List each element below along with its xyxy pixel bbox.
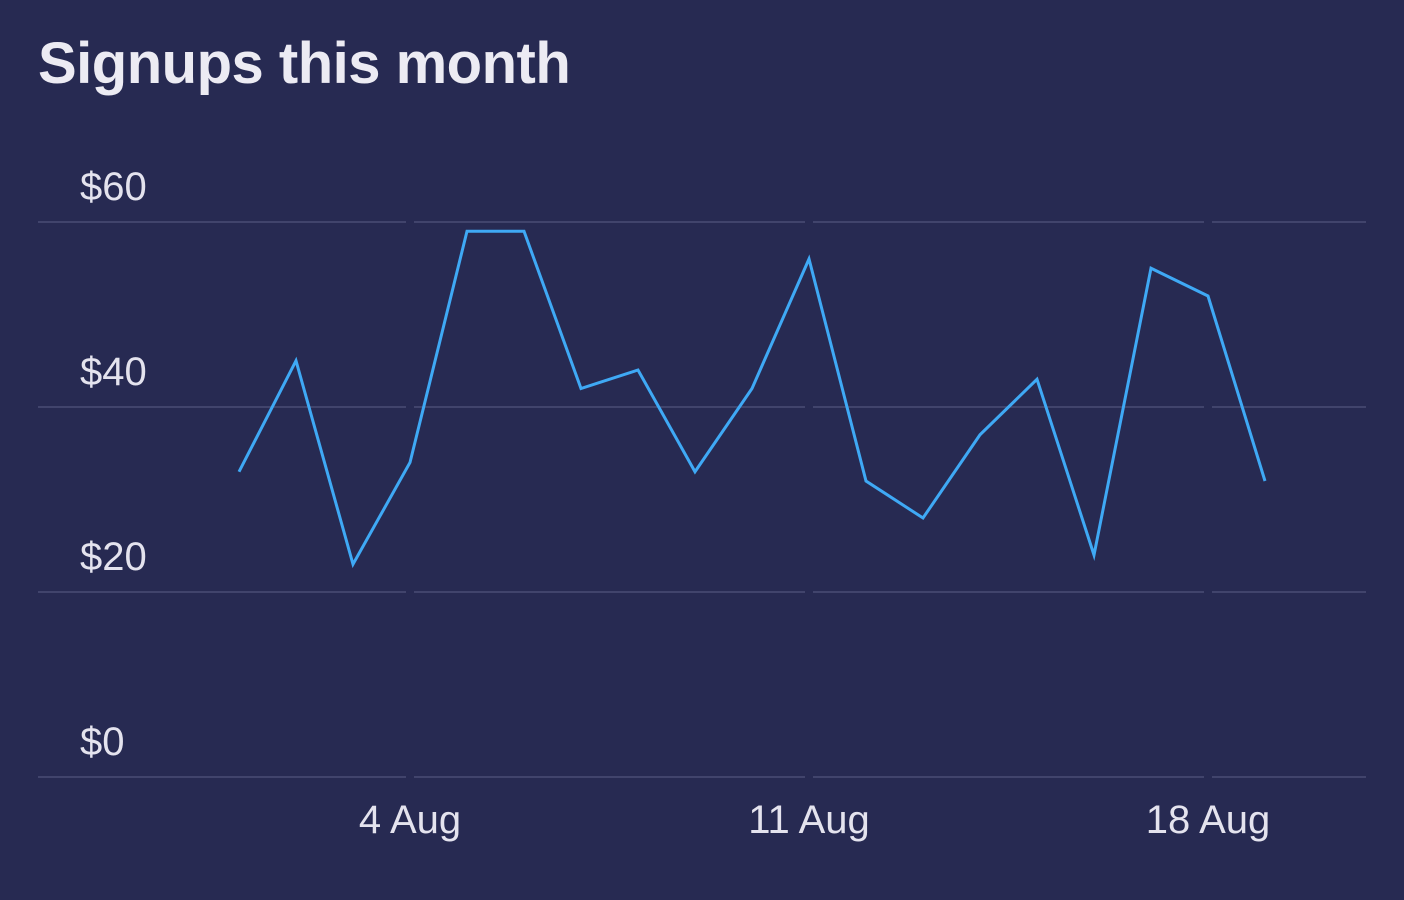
data-point bbox=[636, 368, 640, 372]
data-point bbox=[1206, 294, 1210, 298]
x-tick-label: 18 Aug bbox=[1146, 798, 1271, 842]
y-tick-label: $20 bbox=[80, 535, 147, 579]
chart-title: Signups this month bbox=[38, 31, 571, 96]
data-point bbox=[807, 257, 811, 261]
series-line bbox=[237, 229, 1267, 569]
data-point bbox=[465, 229, 469, 233]
data-point bbox=[237, 470, 241, 474]
data-point bbox=[1035, 377, 1039, 381]
x-tick-label: 4 Aug bbox=[359, 798, 461, 842]
y-tick-label: $60 bbox=[80, 165, 147, 209]
data-point bbox=[978, 433, 982, 437]
x-tick-label: 11 Aug bbox=[748, 798, 870, 842]
data-point bbox=[1149, 266, 1153, 270]
data-point bbox=[693, 470, 697, 474]
data-point bbox=[408, 461, 412, 465]
y-tick-label: $40 bbox=[80, 350, 147, 394]
y-tick-label: $0 bbox=[80, 720, 125, 764]
data-point bbox=[1263, 479, 1267, 483]
data-point bbox=[921, 516, 925, 520]
data-point bbox=[750, 387, 754, 391]
data-point bbox=[351, 562, 355, 566]
data-point bbox=[1092, 553, 1096, 557]
data-point bbox=[522, 229, 526, 233]
data-point bbox=[294, 359, 298, 363]
data-point bbox=[579, 387, 583, 391]
data-point bbox=[864, 479, 868, 483]
